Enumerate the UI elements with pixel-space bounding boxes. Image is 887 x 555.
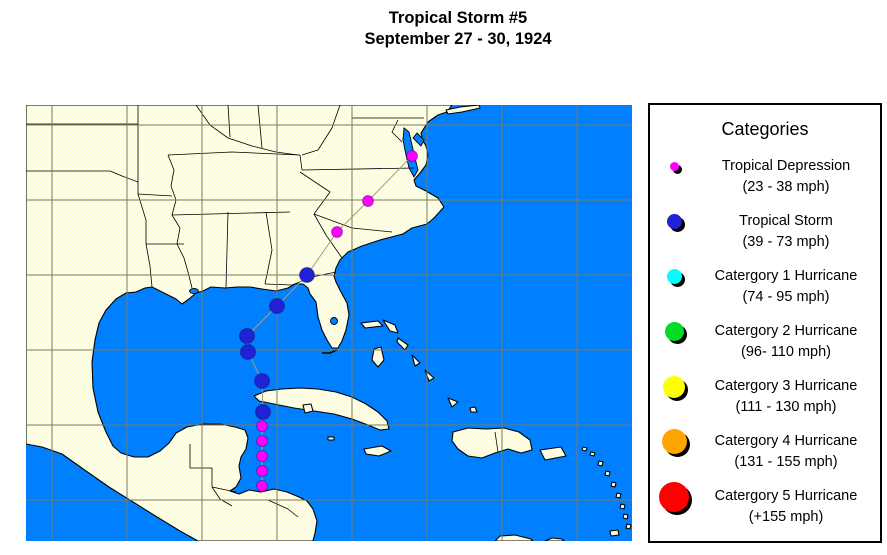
island-antilles-5 bbox=[610, 481, 617, 488]
island-abaco bbox=[382, 319, 399, 334]
track-point-td bbox=[256, 480, 268, 492]
island-antilles-2 bbox=[589, 451, 596, 457]
track-point-ts bbox=[254, 373, 270, 389]
legend-entry-text: Catergory 1 Hurricane (74 - 95 mph) bbox=[698, 266, 880, 308]
island-antilles-6 bbox=[615, 492, 622, 499]
island-great-inagua bbox=[447, 397, 459, 408]
delaware-bay bbox=[412, 132, 425, 147]
island-antilles-1 bbox=[581, 446, 588, 452]
island-antilles-3 bbox=[597, 460, 604, 467]
legend-entry-text: Tropical Depression (23 - 38 mph) bbox=[698, 156, 880, 198]
storm-track-map bbox=[26, 105, 632, 541]
legend-entry-text: Catergory 2 Hurricane (96- 110 mph) bbox=[698, 321, 880, 363]
island-antilles-4 bbox=[604, 470, 611, 477]
legend-swatch-cell bbox=[650, 481, 698, 528]
legend-title: Categories bbox=[721, 119, 809, 139]
legend-swatch-cell bbox=[650, 211, 698, 253]
legend-entry-label: Catergory 5 Hurricane bbox=[714, 488, 858, 504]
storm-track-points bbox=[239, 150, 418, 492]
map-canvas bbox=[26, 105, 632, 541]
legend-entry-text: Tropical Storm (39 - 73 mph) bbox=[698, 211, 880, 253]
island-andros bbox=[371, 346, 385, 368]
category-dot-icon bbox=[661, 429, 687, 454]
legend-entry-text: Catergory 4 Hurricane (131 - 155 mph) bbox=[698, 431, 880, 473]
track-point-td bbox=[256, 465, 268, 477]
legend-entry-range: (39 - 73 mph) bbox=[742, 234, 830, 250]
track-point-td bbox=[362, 195, 374, 207]
land-mainland bbox=[26, 105, 453, 541]
island-antilles-9 bbox=[625, 523, 632, 530]
legend-entry-range: (+155 mph) bbox=[748, 509, 824, 525]
island-turks bbox=[469, 406, 478, 413]
island-grand-bahama bbox=[360, 320, 384, 329]
legend-entry: Catergory 2 Hurricane (96- 110 mph) bbox=[650, 321, 880, 363]
coast-south-america-1 bbox=[494, 534, 534, 541]
track-point-ts bbox=[269, 298, 285, 314]
legend-entry-range: (111 - 130 mph) bbox=[735, 399, 837, 415]
island-isle-of-youth bbox=[302, 403, 314, 414]
track-point-td bbox=[256, 450, 268, 462]
legend-entry: Catergory 5 Hurricane (+155 mph) bbox=[650, 481, 880, 528]
legend-entry-label: Catergory 3 Hurricane bbox=[714, 378, 858, 394]
coast-south-america-2 bbox=[544, 537, 565, 541]
legend-entry-label: Catergory 1 Hurricane bbox=[714, 268, 858, 284]
track-point-ts bbox=[239, 328, 255, 344]
island-hispaniola bbox=[451, 427, 533, 459]
track-point-td bbox=[406, 150, 418, 162]
legend-entry: Catergory 4 Hurricane (131 - 155 mph) bbox=[650, 429, 880, 473]
category-dot-icon bbox=[663, 375, 685, 398]
track-point-td bbox=[256, 420, 268, 432]
land-masses bbox=[26, 105, 632, 541]
island-antilles-7 bbox=[619, 503, 626, 510]
legend-entry-range: (131 - 155 mph) bbox=[734, 454, 838, 470]
lake-okeechobee bbox=[330, 317, 338, 325]
legend-entry: Tropical Depression (23 - 38 mph) bbox=[650, 156, 880, 198]
lake-pontchartrain bbox=[189, 288, 199, 294]
island-cayman bbox=[327, 436, 335, 441]
legend-entry-text: Catergory 3 Hurricane (111 - 130 mph) bbox=[698, 376, 880, 418]
island-long-island bbox=[445, 105, 481, 115]
legend-swatch-cell bbox=[650, 429, 698, 473]
chart-title: Tropical Storm #5 September 27 - 30, 192… bbox=[30, 8, 886, 50]
island-antilles-8 bbox=[622, 513, 629, 520]
category-dot-icon bbox=[659, 481, 689, 512]
legend-entry: Tropical Storm (39 - 73 mph) bbox=[650, 211, 880, 253]
track-point-td bbox=[331, 226, 343, 238]
legend-box: Categories Tropical Depression (23 - 38 m… bbox=[648, 103, 882, 543]
track-point-ts bbox=[255, 404, 271, 420]
island-puerto-rico bbox=[539, 446, 567, 461]
category-dot-icon bbox=[666, 269, 682, 284]
legend-entry-range: (96- 110 mph) bbox=[741, 344, 831, 360]
legend-entry: Catergory 1 Hurricane (74 - 95 mph) bbox=[650, 266, 880, 308]
island-trinidad bbox=[609, 529, 620, 537]
legend-entry-label: Tropical Depression bbox=[721, 158, 851, 174]
category-dot-icon bbox=[666, 214, 682, 229]
track-point-ts bbox=[299, 267, 315, 283]
legend-entry-label: Catergory 2 Hurricane bbox=[714, 323, 858, 339]
island-bahama-cay1 bbox=[411, 354, 421, 367]
legend-entry-range: (74 - 95 mph) bbox=[742, 289, 830, 305]
legend-entry-range: (23 - 38 mph) bbox=[742, 179, 830, 195]
legend-entry-label: Catergory 4 Hurricane bbox=[714, 433, 858, 449]
category-dot-icon bbox=[669, 162, 679, 171]
legend-swatch-cell bbox=[650, 321, 698, 363]
storm-name: Tropical Storm #5 bbox=[388, 9, 528, 27]
latlon-grid bbox=[26, 105, 632, 541]
florida-keys bbox=[322, 349, 338, 354]
island-jamaica bbox=[363, 445, 392, 457]
track-point-ts bbox=[240, 344, 256, 360]
legend-entry: Catergory 3 Hurricane (111 - 130 mph) bbox=[650, 375, 880, 418]
legend-swatch-cell bbox=[650, 375, 698, 418]
legend-entries: Tropical Depression (23 - 38 mph) Tropical… bbox=[650, 156, 880, 528]
track-point-td bbox=[256, 435, 268, 447]
legend-swatch-cell bbox=[650, 266, 698, 308]
legend-swatch-cell bbox=[650, 156, 698, 198]
storm-dates: September 27 - 30, 1924 bbox=[364, 30, 552, 48]
category-dot-icon bbox=[664, 322, 684, 341]
legend-entry-label: Tropical Storm bbox=[739, 213, 833, 229]
legend-entry-text: Catergory 5 Hurricane (+155 mph) bbox=[698, 486, 880, 528]
